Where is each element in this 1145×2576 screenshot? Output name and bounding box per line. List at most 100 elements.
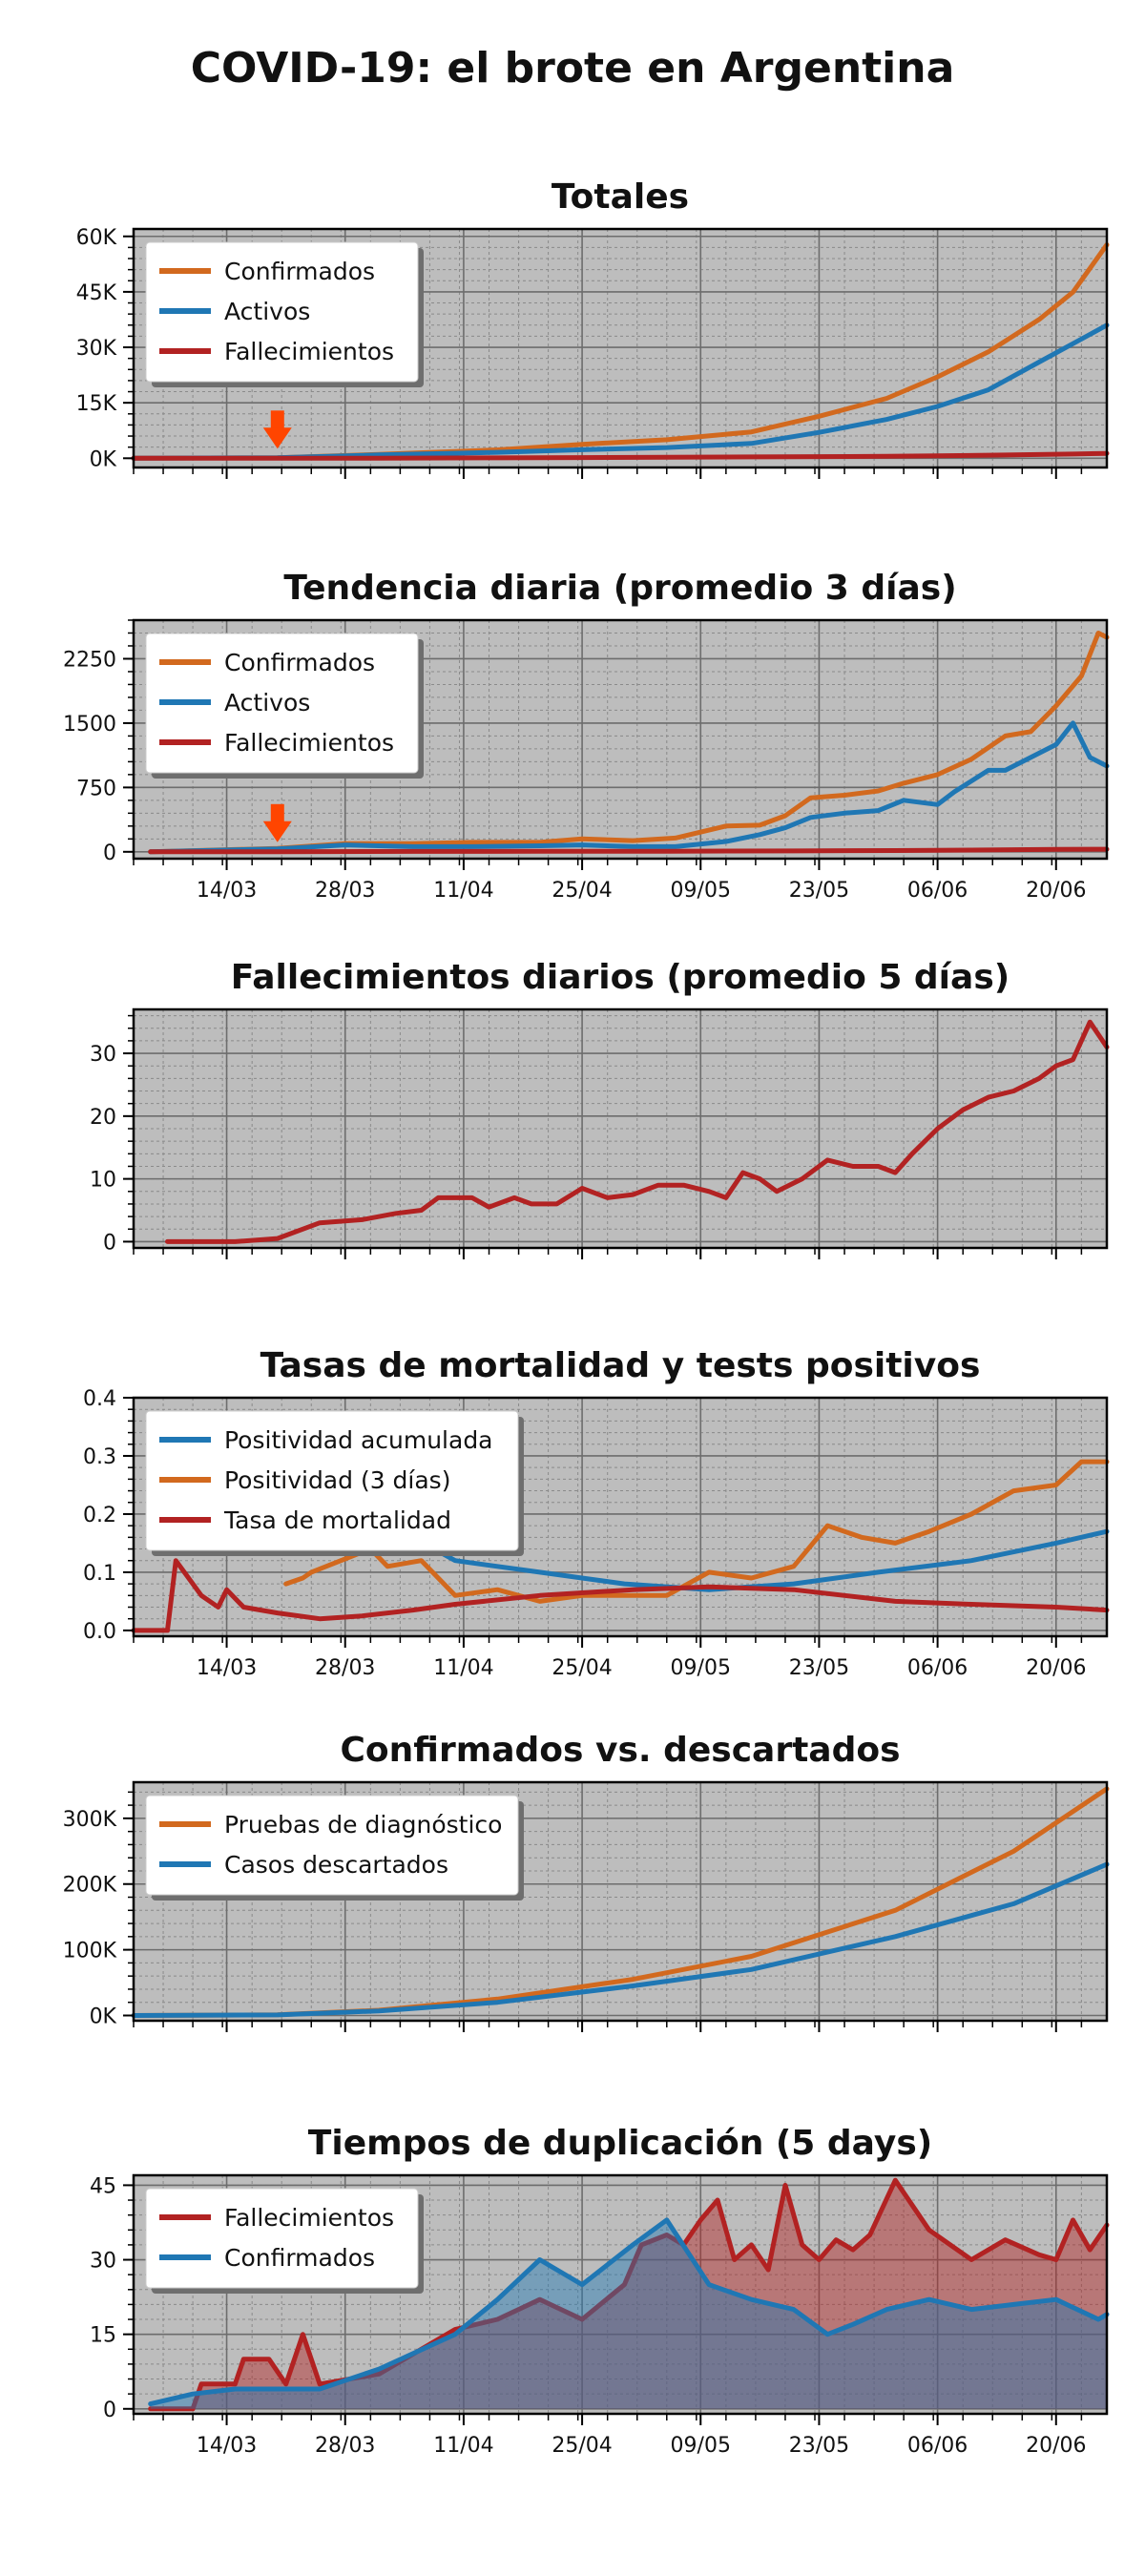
y-tick-label: 0.1	[83, 1562, 116, 1586]
x-tick-label: 25/04	[552, 2434, 612, 2458]
y-tick-label: 300K	[63, 1808, 117, 1832]
y-tick-label: 0.0	[83, 1620, 116, 1644]
chart-title: Totales	[552, 177, 689, 217]
x-axis: 14/03 28/03 11/04 25/04 09/05 23/05 06/06 20/06	[133, 859, 1086, 903]
plot-frame	[132, 618, 1109, 861]
y-tick-label: 10	[90, 1169, 116, 1193]
legend-label: Casos descartados	[224, 1851, 448, 1879]
plot-frame	[132, 2173, 1109, 2416]
y-tick-label: 45K	[76, 281, 117, 305]
legend-label: Activos	[224, 298, 310, 325]
x-tick-label: 23/05	[789, 1656, 849, 1680]
legend-label: Confirmados	[224, 2244, 375, 2272]
chart-title: Tendencia diaria (promedio 3 días)	[283, 569, 956, 608]
y-tick-label: 30	[90, 1043, 116, 1067]
y-tick-label: 200K	[63, 1874, 117, 1898]
series-line-2	[131, 1861, 1110, 2018]
x-tick-label: 28/03	[315, 879, 375, 903]
x-tick-label: 20/06	[1026, 879, 1086, 903]
x-tick-label: 14/03	[197, 879, 257, 903]
legend-box	[145, 1795, 519, 1896]
chart-panel-2: Tendencia diaria (promedio 3 días) 0 750 15…	[63, 569, 1110, 903]
y-tick-label: 100K	[63, 1940, 117, 1963]
x-tick-label: 28/03	[315, 1656, 375, 1680]
y-tick-label: 0.4	[83, 1387, 116, 1411]
y-axis: 0 750 1500 2250	[63, 619, 134, 865]
legend: Pruebas de diagnóstico Casos descartados	[145, 1795, 524, 1901]
x-axis	[133, 467, 1083, 479]
x-tick-label: 06/06	[907, 2434, 968, 2458]
series-line-2	[148, 2217, 1110, 2407]
x-tick-label: 11/04	[433, 879, 493, 903]
y-tick-label: 0.3	[83, 1445, 116, 1469]
y-tick-label: 20	[90, 1106, 116, 1130]
series-line-1	[148, 2177, 1110, 2412]
y-tick-label: 750	[76, 777, 116, 800]
chart-panel-5: Confirmados vs. descartados 0K 100K 200K 300…	[63, 1731, 1110, 2032]
y-axis: 0.0 0.1 0.2 0.3 0.4	[83, 1387, 134, 1644]
x-tick-label: 09/05	[671, 1656, 731, 1680]
x-tick-label: 09/05	[671, 879, 731, 903]
x-tick-label: 06/06	[907, 1656, 968, 1680]
chart-panel-6: Tiempos de duplicación (5 days) 0 15 30 45 14…	[90, 2124, 1110, 2458]
legend-label: Fallecimientos	[224, 2204, 394, 2232]
y-tick-label: 0	[103, 841, 116, 865]
x-tick-label: 14/03	[197, 1656, 257, 1680]
legend-label: Fallecimientos	[224, 338, 394, 365]
y-tick-label: 1500	[63, 713, 116, 737]
legend-label: Confirmados	[224, 649, 375, 676]
legend-label: Tasa de mortalidad	[223, 1506, 451, 1534]
y-tick-label: 0K	[90, 2005, 117, 2028]
series-line-3	[131, 1558, 1110, 1633]
x-tick-label: 28/03	[315, 2434, 375, 2458]
legend-box	[145, 633, 419, 774]
plot-frame	[132, 1396, 1109, 1638]
legend-label: Activos	[224, 689, 310, 717]
y-tick-label: 30	[90, 2250, 116, 2274]
x-tick-label: 14/03	[197, 2434, 257, 2458]
y-axis: 0K 15K 30K 45K 60K	[76, 226, 134, 471]
x-axis: 14/03 28/03 11/04 25/04 09/05 23/05 06/06 20/06	[133, 2414, 1086, 2458]
figure-title: COVID-19: el brote en Argentina	[191, 44, 955, 93]
series-area-2	[150, 2219, 1107, 2409]
y-tick-label: 0	[103, 1231, 116, 1255]
x-axis	[133, 2021, 1083, 2032]
chart-panel-3: Fallecimientos diarios (promedio 5 días)…	[90, 958, 1110, 1259]
legend-box	[145, 241, 419, 383]
chart-panel-4: Tasas de mortalidad y tests positivos 0.0…	[83, 1346, 1110, 1680]
y-tick-label: 2250	[63, 648, 116, 672]
series-line-2	[283, 1459, 1110, 1604]
y-axis: 0 15 30 45	[90, 2174, 134, 2422]
arrow-head	[262, 427, 292, 449]
x-tick-label: 25/04	[552, 1656, 612, 1680]
chart-title: Fallecimientos diarios (promedio 5 días)	[231, 958, 1010, 997]
gridlines	[133, 1009, 1107, 1248]
x-axis	[133, 1248, 1083, 1259]
y-tick-label: 15	[90, 2324, 116, 2348]
arrow-shaft	[270, 803, 284, 823]
x-tick-label: 09/05	[671, 2434, 731, 2458]
series-line-2	[148, 720, 1110, 855]
arrow-shaft	[270, 410, 284, 430]
x-tick-label: 11/04	[433, 2434, 493, 2458]
series-line-3	[148, 846, 1110, 855]
legend: Confirmados Activos Fallecimientos	[145, 241, 424, 387]
x-axis: 14/03 28/03 11/04 25/04 09/05 23/05 06/06 20/06	[133, 1636, 1086, 1680]
arrow-marker	[262, 410, 292, 449]
series-line-1	[165, 1019, 1110, 1244]
plot-frame	[132, 1780, 1109, 2023]
legend: Confirmados Activos Fallecimientos	[145, 633, 424, 779]
x-tick-label: 25/04	[552, 879, 612, 903]
series-line-3	[131, 450, 1110, 461]
y-axis: 0 10 20 30	[90, 1014, 134, 1255]
chart-title: Confirmados vs. descartados	[340, 1731, 900, 1770]
x-tick-label: 06/06	[907, 879, 968, 903]
y-tick-label: 0.2	[83, 1504, 116, 1527]
y-tick-label: 0	[103, 2399, 116, 2422]
y-tick-label: 45	[90, 2174, 116, 2198]
series-line-1	[148, 631, 1110, 855]
arrow-head	[262, 821, 292, 842]
legend-label: Confirmados	[224, 258, 375, 285]
legend: Fallecimientos Confirmados	[145, 2188, 424, 2294]
